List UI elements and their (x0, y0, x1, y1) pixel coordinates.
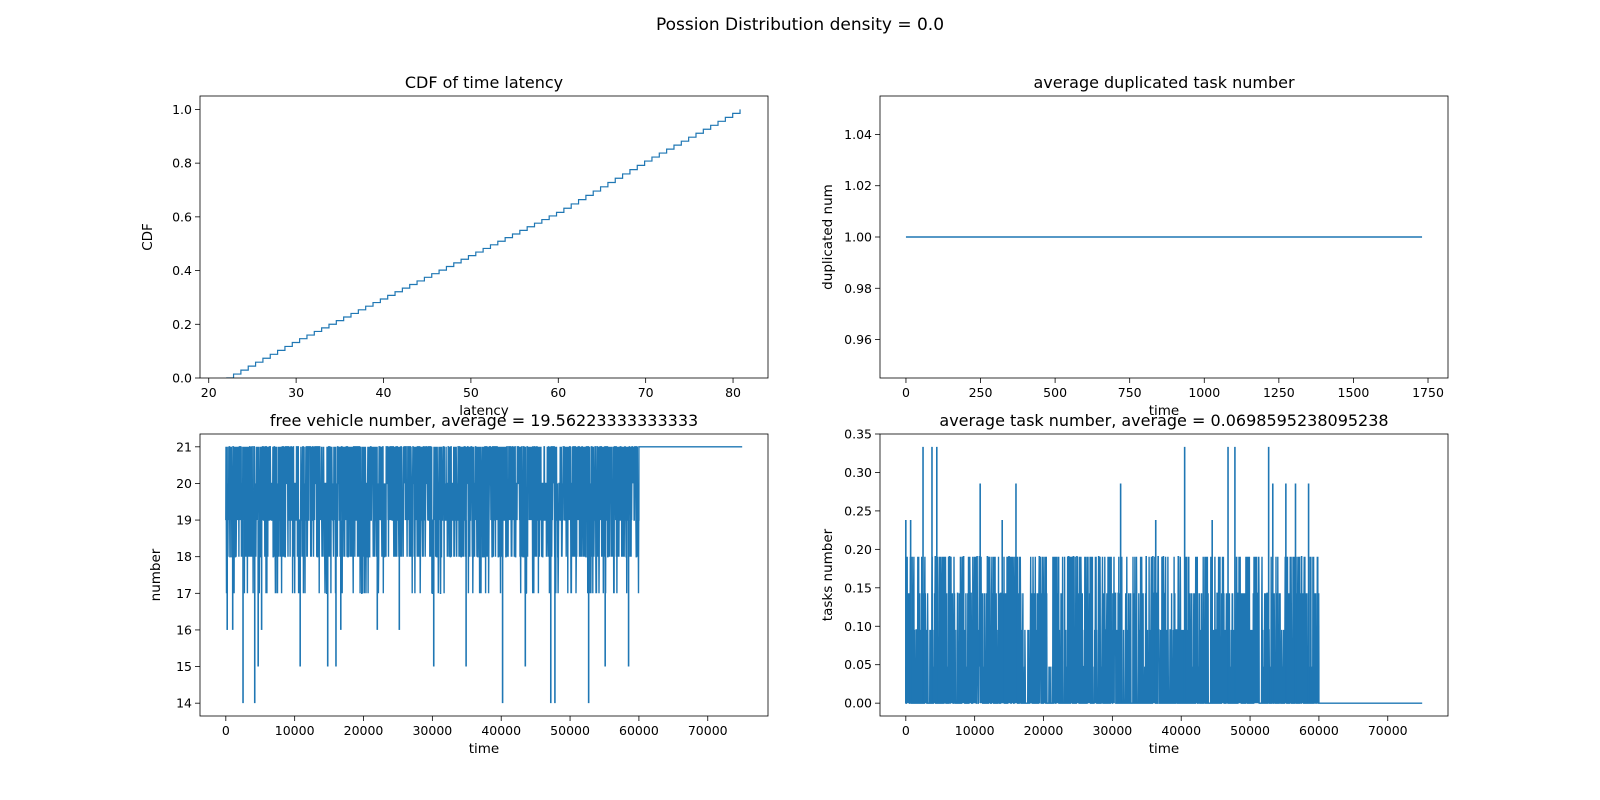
y-tick-label: 0.35 (844, 427, 872, 442)
x-tick-label: 60000 (619, 723, 659, 738)
subplot-2: 0 250 500 750 1000 1250 1500 1750 0.96 0.98 1.00 1.… (820, 73, 1449, 419)
y-tick-label: 0.05 (844, 657, 872, 672)
x-tick-label: 1750 (1412, 385, 1444, 400)
subplot-title: free vehicle number, average = 19.562233… (270, 411, 698, 430)
y-axis-label: tasks number (820, 528, 836, 621)
y-axis-label: CDF (140, 223, 156, 251)
subplot-1: 20 30 40 50 60 70 80 0.0 0.2 0.4 0.6 0.8 1.0 CDF of t… (140, 73, 769, 419)
y-tick-label: 15 (176, 659, 192, 674)
subplot-3: 0 10000 20000 30000 40000 50000 60000 70000 14 15… (148, 411, 769, 757)
x-tick-label: 30000 (1092, 723, 1132, 738)
x-tick-label: 0 (222, 723, 230, 738)
y-tick-label: 0.98 (844, 281, 872, 296)
x-tick-label: 1000 (1188, 385, 1220, 400)
y-tick-label: 0.20 (844, 542, 872, 557)
x-tick-label: 70000 (688, 723, 728, 738)
x-tick-label: 1250 (1263, 385, 1295, 400)
x-tick-label: 10000 (955, 723, 995, 738)
y-tick-label: 0.15 (844, 580, 872, 595)
x-tick-label: 0 (902, 723, 910, 738)
x-tick-label: 1500 (1338, 385, 1370, 400)
axes-frame (199, 95, 769, 379)
x-axis-label: time (1149, 403, 1180, 419)
x-tick-label: 50 (463, 385, 479, 400)
y-tick-label: 0.00 (844, 696, 872, 711)
x-tick-label: 40 (376, 385, 392, 400)
y-tick-label: 0.96 (844, 332, 872, 347)
x-tick-label: 50000 (550, 723, 590, 738)
subplot-title: average duplicated task number (1033, 73, 1295, 92)
figure-suptitle: Possion Distribution density = 0.0 (656, 15, 944, 35)
y-tick-label: 16 (176, 622, 192, 637)
y-tick-label: 0.6 (172, 209, 192, 224)
axes-frame (199, 433, 769, 717)
x-tick-label: 70 (638, 385, 654, 400)
plot-data (905, 446, 1423, 704)
y-tick-label: 0.8 (172, 156, 192, 171)
y-tick-label: 14 (176, 696, 192, 711)
x-tick-label: 20000 (344, 723, 384, 738)
x-tick-label: 500 (1043, 385, 1067, 400)
plot-data (226, 109, 741, 378)
x-tick-label: 0 (902, 385, 910, 400)
x-tick-label: 750 (1118, 385, 1142, 400)
y-axis-label: number (148, 548, 164, 601)
x-axis-label: time (1149, 741, 1180, 757)
cdf-step-line (226, 109, 741, 378)
y-tick-label: 1.02 (844, 178, 872, 193)
y-tick-label: 1.00 (844, 230, 872, 245)
y-axis-label: duplicated num (820, 184, 836, 290)
x-tick-label: 40000 (481, 723, 521, 738)
y-tick-label: 1.0 (172, 102, 192, 117)
x-tick-label: 30 (288, 385, 304, 400)
x-tick-label: 20000 (1024, 723, 1064, 738)
plot-data (225, 446, 743, 704)
y-tick-label: 0.0 (172, 371, 192, 386)
x-tick-label: 30000 (412, 723, 452, 738)
x-tick-label: 80 (725, 385, 741, 400)
y-tick-label: 0.25 (844, 503, 872, 518)
y-tick-label: 0.10 (844, 619, 872, 634)
y-tick-label: 0.30 (844, 465, 872, 480)
y-tick-label: 18 (176, 549, 192, 564)
series-line (225, 446, 743, 594)
x-axis-label: latency (459, 403, 509, 419)
y-tick-label: 1.04 (844, 127, 872, 142)
subplot-title: average task number, average = 0.0698595… (939, 411, 1388, 430)
x-tick-label: 250 (969, 385, 993, 400)
x-tick-label: 20 (201, 385, 217, 400)
x-tick-label: 60 (550, 385, 566, 400)
x-tick-label: 50000 (1230, 723, 1270, 738)
x-axis-label: time (469, 741, 500, 757)
subplot-title: CDF of time latency (405, 73, 563, 92)
subplot-4: 0 10000 20000 30000 40000 50000 60000 70000 0.00… (820, 411, 1449, 757)
series-line (905, 556, 1423, 704)
y-tick-label: 21 (176, 439, 192, 454)
axes-frame (879, 433, 1449, 717)
y-tick-label: 17 (176, 586, 192, 601)
y-tick-label: 0.2 (172, 317, 192, 332)
y-tick-label: 19 (176, 513, 192, 528)
y-tick-label: 20 (176, 476, 192, 491)
x-tick-label: 70000 (1368, 723, 1408, 738)
x-tick-label: 10000 (275, 723, 315, 738)
x-tick-label: 40000 (1161, 723, 1201, 738)
x-tick-label: 60000 (1299, 723, 1339, 738)
y-tick-label: 0.4 (172, 263, 192, 278)
